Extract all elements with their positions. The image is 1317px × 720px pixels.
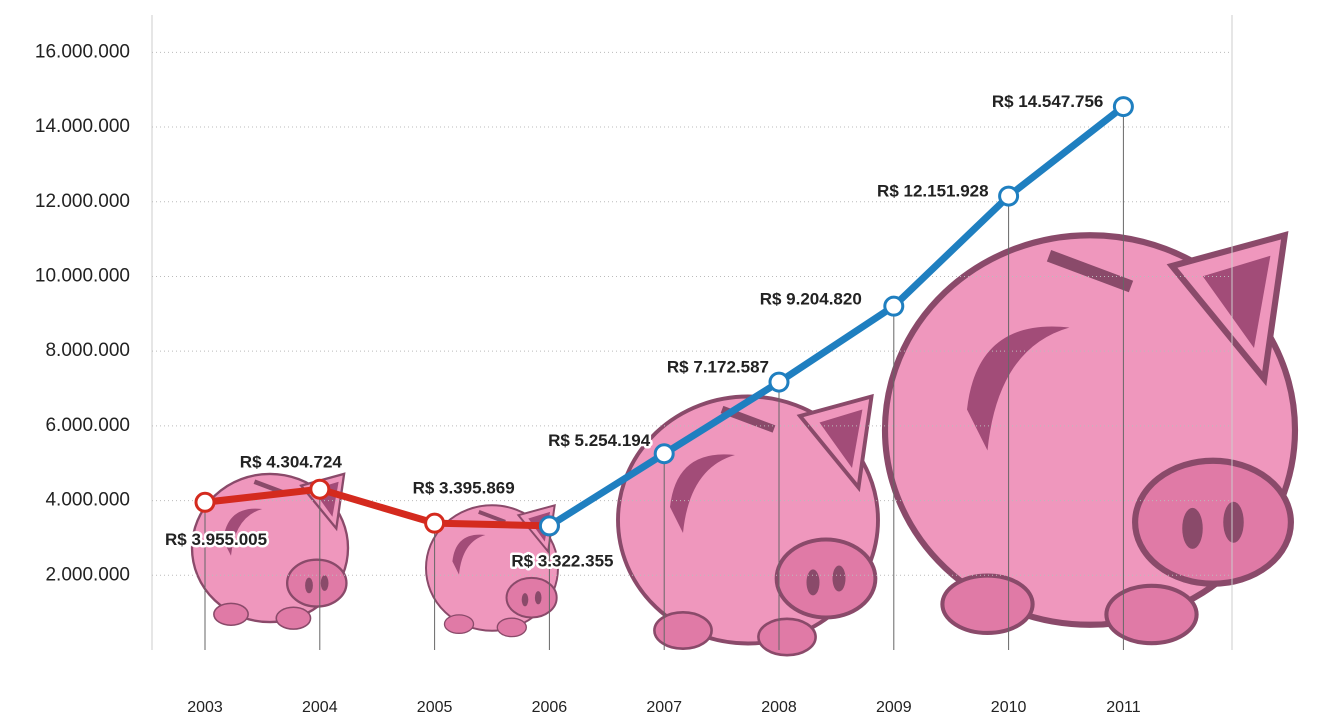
y-tick-label: 4.000.000 (45, 490, 130, 511)
y-tick-label: 14.000.000 (35, 116, 130, 137)
x-tick-label: 2007 (646, 699, 682, 716)
data-point (770, 373, 788, 391)
y-tick-label: 10.000.000 (35, 265, 130, 286)
x-tick-label: 2004 (302, 699, 338, 716)
value-label: R$ 3.395.869 (413, 479, 515, 498)
data-point (1114, 98, 1132, 116)
y-tick-label: 12.000.000 (35, 191, 130, 212)
value-label: R$ 3.955.005 (165, 530, 267, 549)
x-tick-label: 2005 (417, 699, 453, 716)
data-point (655, 445, 673, 463)
data-point (540, 517, 558, 535)
data-point (885, 297, 903, 315)
value-label: R$ 5.254.194 (548, 431, 651, 450)
data-point (196, 493, 214, 511)
chart: 2.000.000 4.000.000 6.000.000 8.000.000 10.0… (0, 0, 1317, 720)
x-tick-label: 2006 (532, 699, 568, 716)
x-tick-label: 2009 (876, 699, 912, 716)
value-label: R$ 3.322.355 (511, 551, 613, 570)
value-label: R$ 7.172.587 (667, 358, 769, 377)
x-tick-label: 2010 (991, 699, 1027, 716)
pig-decoration (192, 235, 1295, 655)
x-tick-label: 2003 (187, 699, 223, 716)
y-tick-label: 16.000.000 (35, 41, 130, 62)
data-point (311, 480, 329, 498)
data-point (426, 514, 444, 532)
x-tick-label: 2008 (761, 699, 797, 716)
x-tick-label: 2011 (1106, 699, 1141, 716)
y-tick-label: 2.000.000 (45, 564, 130, 585)
value-label: R$ 4.304.724 (240, 453, 343, 472)
value-label: R$ 12.151.928 (877, 182, 989, 201)
data-point (1000, 187, 1018, 205)
y-tick-label: 8.000.000 (45, 340, 130, 361)
y-tick-label: 6.000.000 (45, 415, 130, 436)
value-label: R$ 14.547.756 (992, 92, 1104, 111)
value-label: R$ 9.204.820 (760, 290, 862, 309)
